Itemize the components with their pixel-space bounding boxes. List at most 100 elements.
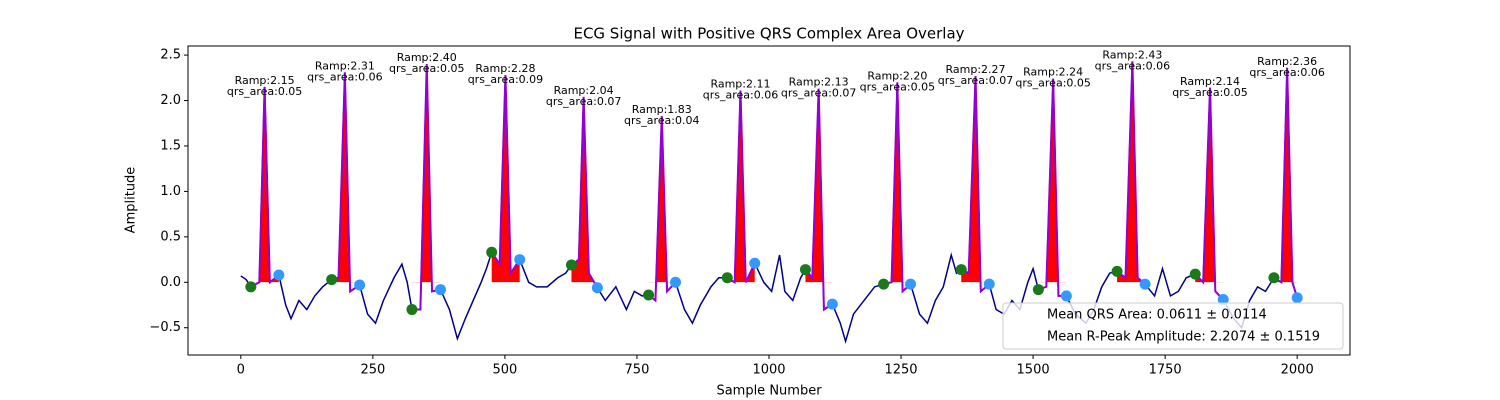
r-peak-label: Ramp:2.04 [554, 84, 614, 97]
y-tick-label: 1.5 [160, 138, 181, 153]
qrs-area [1038, 78, 1067, 283]
q-point [878, 278, 890, 290]
qrs-area [1195, 87, 1224, 283]
q-point [799, 264, 811, 276]
q-point [326, 274, 338, 286]
y-tick-label: 2.0 [160, 93, 181, 108]
qrs-area [727, 90, 755, 283]
qrs-area-label: qrs_area:0.06 [1249, 66, 1324, 79]
q-point [721, 272, 733, 284]
qrs-area-label: qrs_area:0.09 [468, 73, 543, 86]
ecg-line [240, 61, 1298, 345]
r-peak-label: Ramp:2.28 [475, 62, 535, 75]
qrs-segment [1194, 87, 1224, 301]
qrs-area-label: qrs_area:0.06 [1095, 59, 1170, 72]
qrs-segment [1116, 61, 1146, 285]
qrs-area-label: qrs_area:0.07 [938, 74, 1013, 87]
y-axis-label: Amplitude [124, 167, 139, 234]
plot-area [240, 61, 1303, 345]
qrs-area-label: qrs_area:0.05 [1015, 77, 1090, 90]
r-peak-label: Ramp:1.83 [632, 103, 692, 116]
s-point [983, 278, 995, 290]
x-tick-label: 1500 [1017, 363, 1050, 378]
qrs-area [571, 96, 598, 283]
s-point [514, 254, 526, 266]
qrs-area-label: qrs_area:0.05 [1172, 86, 1247, 99]
q-point [1268, 272, 1280, 284]
legend-entry: Mean QRS Area: 0.0611 ± 0.0114 [1047, 308, 1267, 323]
qrs-segment [1273, 67, 1299, 299]
q-point [643, 289, 655, 301]
qrs-area [250, 86, 279, 283]
x-tick-label: 750 [625, 363, 650, 378]
qrs-segment [804, 88, 833, 312]
qrs-area [491, 75, 520, 283]
qrs-area [961, 75, 990, 283]
qrs-segment [250, 86, 280, 288]
x-tick-label: 250 [360, 363, 385, 378]
qrs-area [1273, 67, 1298, 283]
q-point [486, 246, 498, 258]
qrs-area-label: qrs_area:0.07 [781, 87, 856, 100]
s-point [1291, 292, 1303, 304]
x-tick-label: 1750 [1149, 363, 1182, 378]
qrs-area-label: qrs_area:0.07 [546, 95, 621, 108]
s-point [1139, 278, 1151, 290]
qrs-segment [647, 115, 677, 303]
q-point [245, 281, 257, 293]
r-peak-label: Ramp:2.36 [1257, 55, 1317, 68]
qrs-area [883, 82, 911, 283]
r-peak-label: Ramp:2.43 [1102, 48, 1162, 61]
qrs-area-label: qrs_area:0.05 [860, 80, 935, 93]
s-point [354, 279, 366, 291]
x-axis-label: Sample Number [716, 384, 822, 399]
qrs-segment [726, 90, 756, 285]
qrs-area [411, 64, 441, 283]
x-tick-label: 500 [492, 363, 517, 378]
r-peak-label: Ramp:2.27 [945, 63, 1005, 76]
s-point [273, 269, 285, 281]
qrs-area [805, 88, 833, 283]
r-peak-label: Ramp:2.13 [789, 76, 849, 89]
r-peak-label: Ramp:2.24 [1023, 66, 1083, 79]
s-point [591, 282, 603, 294]
qrs-area [1117, 61, 1146, 283]
x-tick-label: 2000 [1281, 363, 1314, 378]
qrs-area [648, 115, 676, 283]
qrs-area [331, 72, 360, 283]
s-point [1060, 290, 1072, 302]
r-peak-label: Ramp:2.31 [315, 59, 375, 72]
s-point [826, 298, 838, 310]
r-peak-label: Ramp:2.15 [235, 74, 295, 87]
s-point [434, 284, 446, 296]
qrs-area-label: qrs_area:0.05 [389, 62, 464, 75]
x-tick-label: 0 [237, 363, 245, 378]
q-point [565, 259, 577, 271]
q-point [1032, 284, 1044, 296]
qrs-area-label: qrs_area:0.06 [703, 89, 778, 102]
r-peak-label: Ramp:2.14 [1180, 75, 1240, 88]
x-tick-label: 1000 [752, 363, 785, 378]
qrs-area-label: qrs_area:0.04 [624, 114, 699, 127]
r-peak-label: Ramp:2.20 [867, 69, 927, 82]
qrs-area-label: qrs_area:0.06 [307, 70, 382, 83]
qrs-segment [490, 75, 521, 277]
y-tick-label: −0.5 [149, 320, 181, 335]
r-peak-label: Ramp:2.40 [397, 51, 457, 64]
s-point [670, 276, 682, 288]
s-point [749, 257, 761, 269]
chart-title: ECG Signal with Positive QRS Complex Are… [573, 25, 964, 43]
s-point [1217, 294, 1229, 306]
qrs-segment [570, 96, 599, 289]
q-point [1111, 265, 1123, 277]
q-point [406, 304, 418, 316]
q-point [1189, 268, 1201, 280]
y-tick-label: 2.5 [160, 48, 181, 63]
r-peak-label: Ramp:2.11 [710, 78, 770, 91]
legend-entry: Mean R-Peak Amplitude: 2.2074 ± 0.1519 [1047, 330, 1320, 345]
qrs-segment [411, 64, 441, 311]
y-tick-label: 0.0 [160, 275, 181, 290]
y-tick-label: 0.5 [160, 229, 181, 244]
y-tick-label: 1.0 [160, 184, 181, 199]
